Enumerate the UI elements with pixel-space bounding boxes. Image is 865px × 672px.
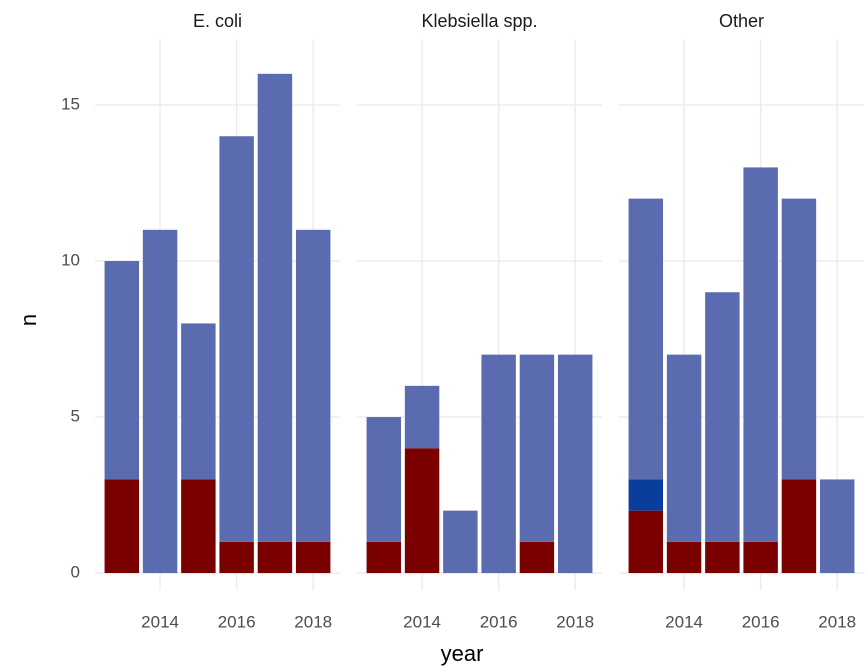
x-axis-title: year [441,641,484,666]
bar [481,354,516,574]
y-tick-label: 0 [71,563,80,582]
bar [181,479,216,574]
x-tick-label: 2016 [480,612,518,631]
bar [404,448,440,574]
facet-title: E. coli [193,11,242,31]
bar [781,479,817,574]
bar [366,541,402,574]
x-tick-label: 2018 [556,612,594,631]
x-tick-label: 2016 [742,612,780,631]
x-tick-label: 2018 [294,612,332,631]
bar [519,541,555,574]
facet-title: Klebsiella spp. [421,11,537,31]
bar [295,229,331,542]
x-tick-label: 2014 [665,612,703,631]
bar [743,167,778,542]
y-tick-label: 5 [71,407,80,426]
bar [104,261,140,480]
y-axis-title: n [16,314,41,326]
bar [219,136,254,542]
x-tick-label: 2018 [818,612,856,631]
x-tick-label: 2014 [141,612,179,631]
bar [366,417,402,542]
bar [666,541,702,574]
bar [257,73,293,542]
bar [781,198,817,480]
bar [295,541,331,574]
bar [219,541,254,574]
bar [257,541,293,574]
y-tick-label: 15 [61,95,80,114]
bar [443,510,478,574]
y-tick-label: 10 [61,251,80,270]
bar [628,479,664,511]
bar [705,292,740,542]
bar [819,479,855,574]
facet-title: Other [719,11,764,31]
bar [666,354,702,542]
bar [104,479,140,574]
bar [628,510,664,574]
bar [142,229,178,574]
x-tick-label: 2014 [403,612,441,631]
bar [705,541,740,574]
x-tick-label: 2016 [218,612,256,631]
bar [181,323,216,480]
bar [743,541,778,574]
bar [557,354,593,574]
bar [404,385,440,449]
bar [628,198,664,480]
bar [519,354,555,542]
